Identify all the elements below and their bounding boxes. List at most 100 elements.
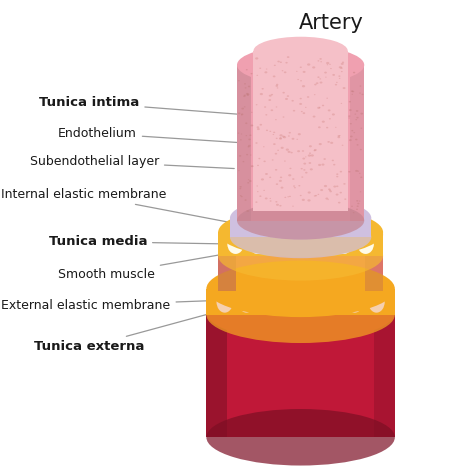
Ellipse shape — [344, 199, 346, 200]
Polygon shape — [365, 235, 383, 291]
Ellipse shape — [279, 180, 282, 182]
Ellipse shape — [248, 86, 250, 87]
Ellipse shape — [277, 61, 280, 63]
Ellipse shape — [260, 291, 276, 313]
Ellipse shape — [255, 142, 258, 144]
Ellipse shape — [337, 136, 340, 138]
Ellipse shape — [286, 148, 289, 151]
Ellipse shape — [264, 161, 266, 162]
Ellipse shape — [259, 195, 262, 197]
Ellipse shape — [279, 134, 283, 137]
Ellipse shape — [256, 75, 258, 76]
Ellipse shape — [292, 178, 294, 180]
Ellipse shape — [321, 164, 325, 165]
Ellipse shape — [261, 178, 264, 181]
Ellipse shape — [315, 195, 317, 196]
Ellipse shape — [206, 284, 395, 341]
Ellipse shape — [287, 196, 289, 197]
Polygon shape — [218, 232, 383, 256]
Ellipse shape — [247, 146, 249, 147]
Ellipse shape — [350, 136, 353, 137]
Ellipse shape — [317, 107, 320, 109]
Ellipse shape — [349, 109, 352, 111]
Ellipse shape — [266, 69, 267, 70]
Polygon shape — [350, 65, 364, 220]
Polygon shape — [206, 312, 227, 438]
Ellipse shape — [285, 98, 288, 100]
Ellipse shape — [333, 185, 336, 188]
Ellipse shape — [328, 141, 330, 143]
Ellipse shape — [245, 199, 246, 201]
Ellipse shape — [298, 133, 301, 135]
Ellipse shape — [341, 63, 344, 65]
Ellipse shape — [300, 80, 302, 82]
Ellipse shape — [302, 199, 305, 201]
Ellipse shape — [240, 195, 242, 196]
Polygon shape — [206, 289, 395, 315]
Ellipse shape — [319, 58, 322, 60]
Ellipse shape — [355, 170, 358, 172]
Ellipse shape — [281, 187, 283, 189]
Ellipse shape — [354, 132, 355, 133]
Ellipse shape — [206, 261, 395, 317]
Ellipse shape — [320, 189, 323, 191]
Ellipse shape — [356, 205, 359, 207]
Ellipse shape — [346, 291, 363, 313]
Ellipse shape — [239, 188, 241, 189]
Ellipse shape — [330, 68, 332, 69]
Ellipse shape — [307, 199, 310, 201]
Ellipse shape — [338, 75, 340, 77]
Ellipse shape — [301, 168, 303, 169]
Ellipse shape — [265, 173, 268, 175]
Ellipse shape — [256, 185, 258, 187]
Ellipse shape — [336, 185, 338, 187]
Ellipse shape — [314, 195, 316, 197]
Ellipse shape — [314, 94, 316, 95]
Ellipse shape — [302, 112, 305, 114]
Ellipse shape — [312, 66, 315, 69]
Polygon shape — [218, 235, 383, 291]
Ellipse shape — [269, 131, 271, 132]
Ellipse shape — [340, 171, 342, 173]
Ellipse shape — [329, 190, 331, 191]
Text: Artery: Artery — [299, 13, 364, 33]
Ellipse shape — [298, 185, 301, 186]
Ellipse shape — [238, 291, 255, 313]
Ellipse shape — [352, 94, 353, 95]
Ellipse shape — [314, 84, 317, 85]
Ellipse shape — [283, 136, 286, 138]
Ellipse shape — [357, 171, 359, 172]
Ellipse shape — [314, 234, 330, 254]
Ellipse shape — [332, 160, 334, 161]
Ellipse shape — [349, 101, 351, 102]
Ellipse shape — [350, 123, 352, 124]
Ellipse shape — [246, 94, 249, 96]
Ellipse shape — [325, 291, 341, 313]
Ellipse shape — [339, 192, 342, 193]
Ellipse shape — [293, 110, 295, 111]
Ellipse shape — [258, 158, 260, 159]
Ellipse shape — [305, 107, 307, 108]
Ellipse shape — [218, 208, 383, 257]
Ellipse shape — [280, 62, 282, 63]
Ellipse shape — [327, 64, 328, 65]
Ellipse shape — [274, 64, 276, 66]
Ellipse shape — [297, 79, 299, 80]
Ellipse shape — [283, 116, 284, 118]
Ellipse shape — [257, 165, 259, 166]
Ellipse shape — [270, 201, 272, 202]
Ellipse shape — [218, 210, 383, 259]
Ellipse shape — [238, 170, 240, 171]
Ellipse shape — [243, 161, 245, 162]
Ellipse shape — [270, 198, 271, 199]
Ellipse shape — [256, 126, 259, 128]
Ellipse shape — [228, 234, 244, 254]
Ellipse shape — [336, 193, 338, 196]
Ellipse shape — [246, 135, 247, 136]
Ellipse shape — [275, 201, 277, 202]
Ellipse shape — [335, 127, 337, 128]
Ellipse shape — [284, 161, 286, 162]
Ellipse shape — [249, 234, 265, 254]
Ellipse shape — [217, 291, 233, 313]
Ellipse shape — [206, 409, 395, 465]
